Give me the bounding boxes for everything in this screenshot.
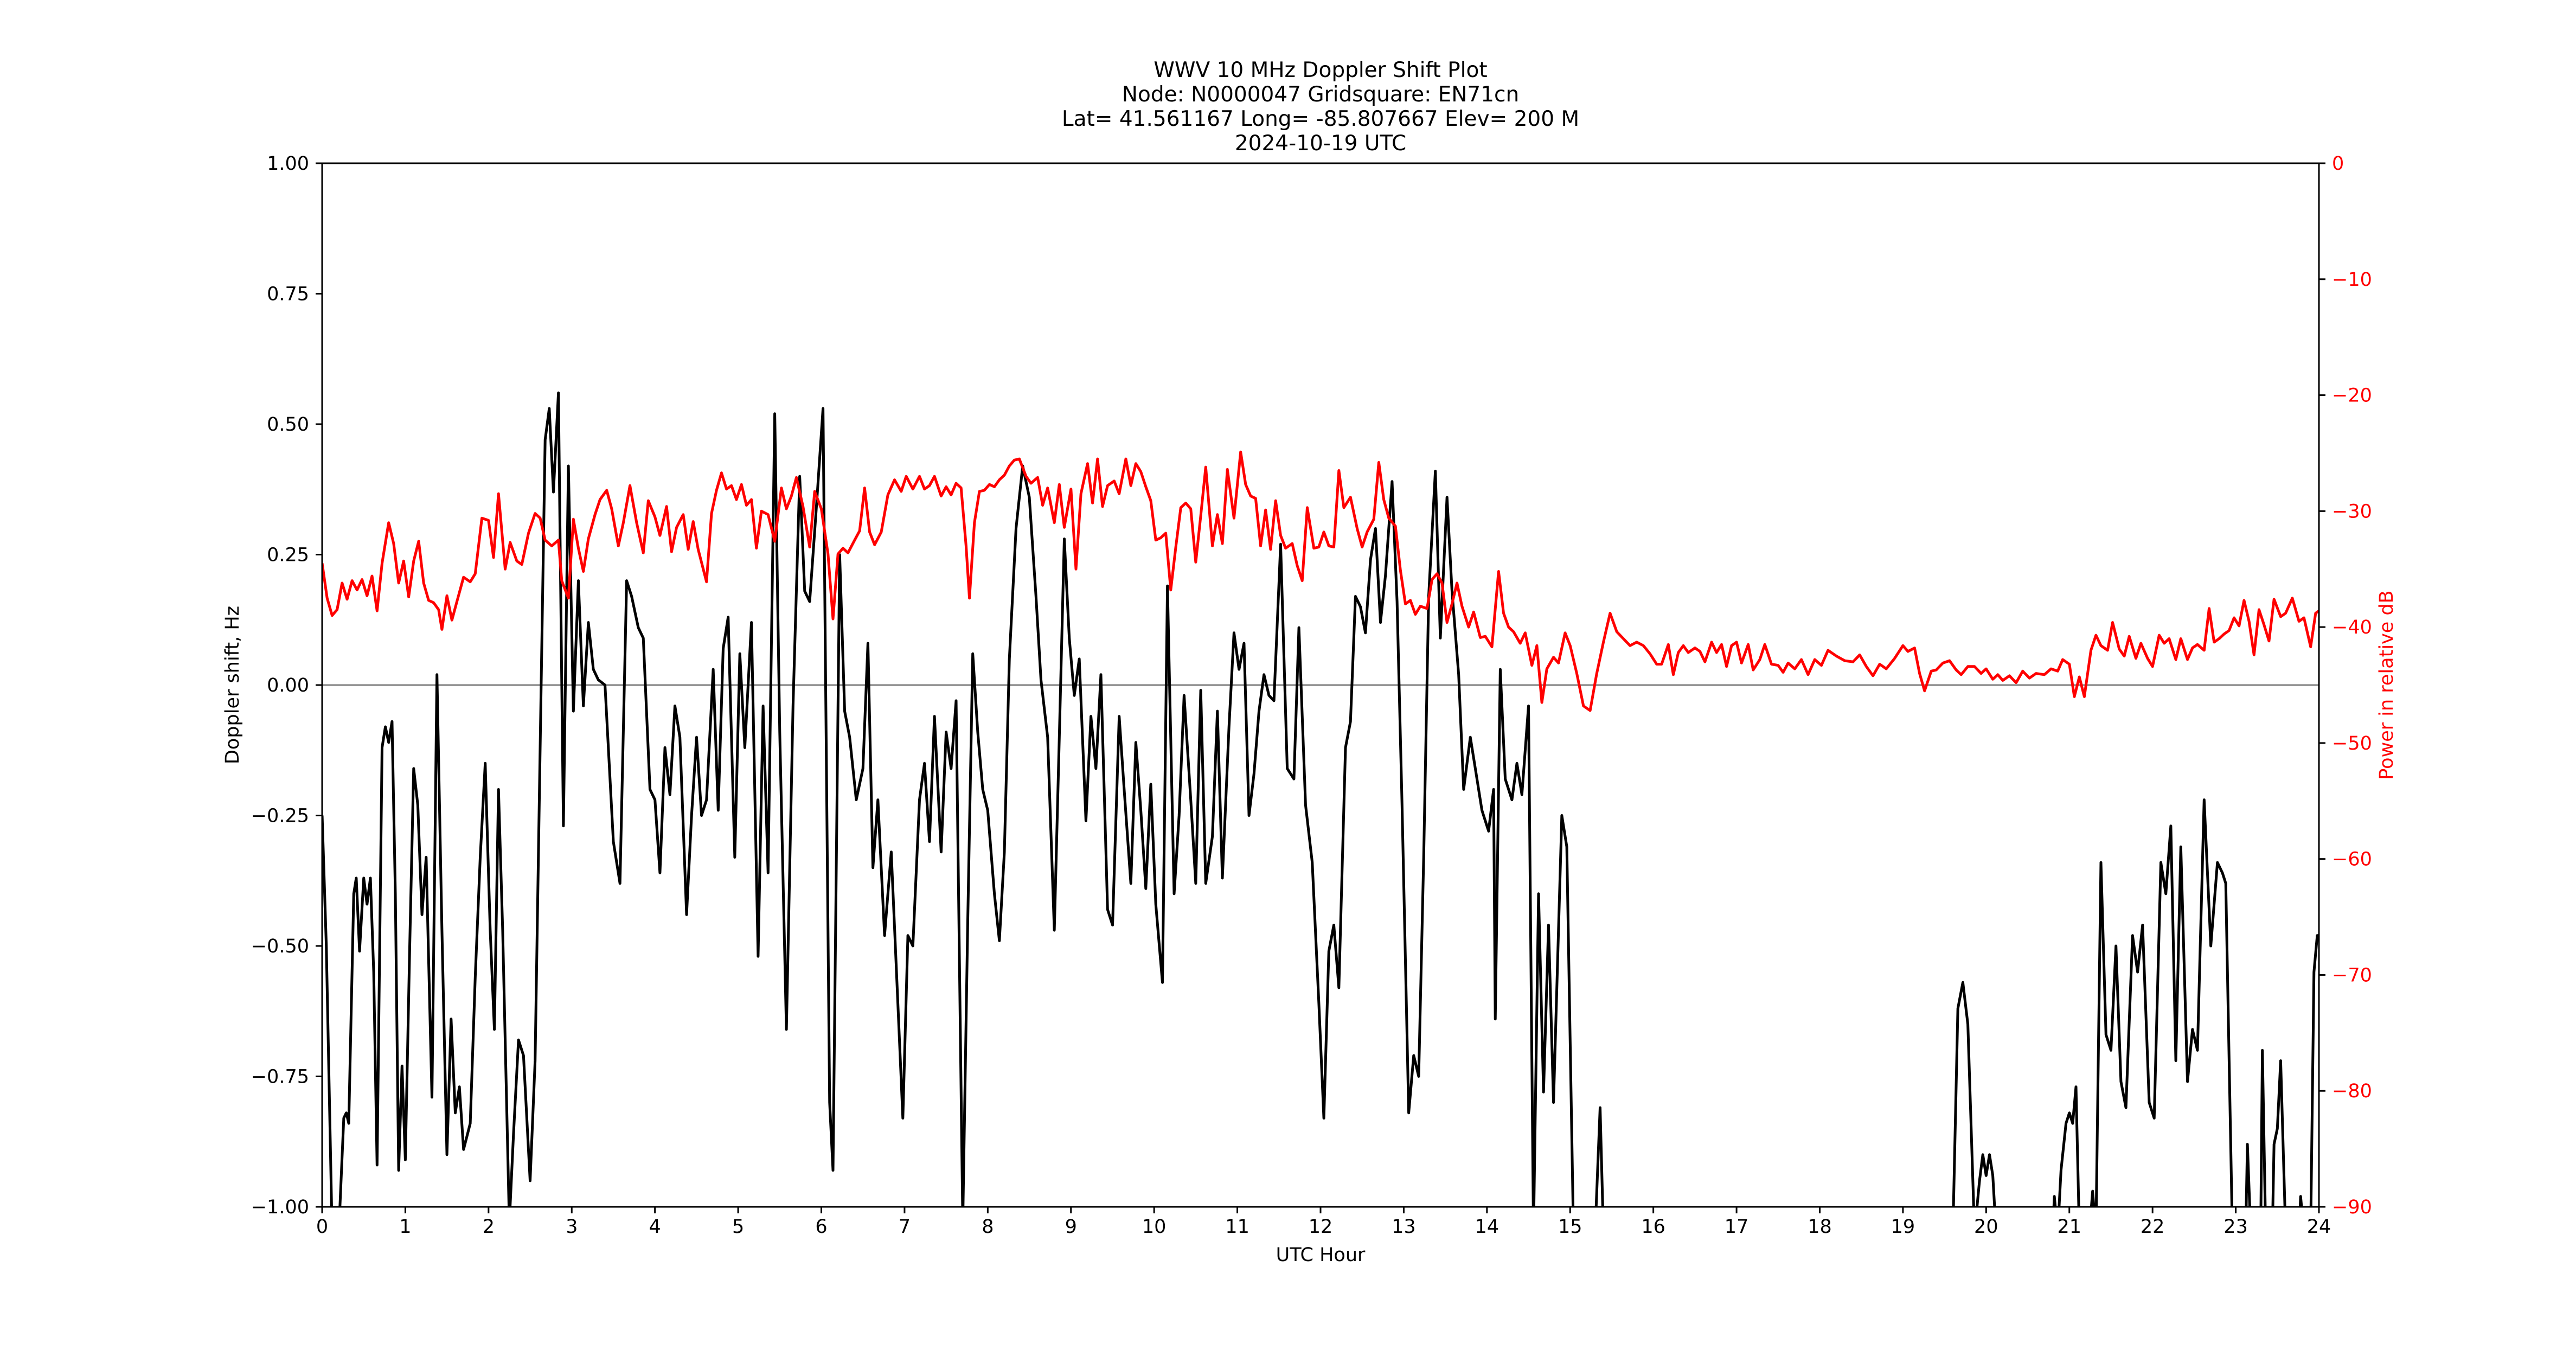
x-tick-label: 10 bbox=[1142, 1216, 1167, 1238]
title-line-1: WWV 10 MHz Doppler Shift Plot bbox=[1154, 58, 1487, 82]
x-tick-label: 23 bbox=[2223, 1216, 2248, 1238]
left-y-axis-ticks: 1.00 0.75 0.50 0.25 0.00 −0.25 −0.50 −0.75 −1.00 bbox=[251, 153, 322, 1218]
x-tick-label: 13 bbox=[1392, 1216, 1416, 1238]
y-right-tick-label: 0 bbox=[2332, 153, 2344, 175]
x-tick-label: 14 bbox=[1475, 1216, 1500, 1238]
y-right-tick-label: −40 bbox=[2332, 617, 2372, 638]
x-tick-label: 0 bbox=[316, 1216, 328, 1238]
right-y-axis-label: Power in relative dB bbox=[2376, 590, 2398, 779]
x-tick-label: 8 bbox=[982, 1216, 994, 1238]
x-tick-label: 16 bbox=[1641, 1216, 1665, 1238]
y-tick-label: 0.00 bbox=[267, 675, 309, 696]
x-tick-label: 18 bbox=[1808, 1216, 1832, 1238]
title-line-3: Lat= 41.561167 Long= -85.807667 Elev= 20… bbox=[1062, 107, 1579, 131]
y-tick-label: −1.00 bbox=[251, 1197, 309, 1218]
y-tick-label: −0.75 bbox=[251, 1066, 309, 1088]
x-tick-label: 9 bbox=[1065, 1216, 1077, 1238]
y-right-tick-label: −80 bbox=[2332, 1080, 2372, 1102]
power-db-trace bbox=[322, 450, 2319, 712]
y-tick-label: 0.75 bbox=[267, 284, 309, 305]
title-line-4: 2024-10-19 UTC bbox=[1235, 131, 1406, 156]
x-axis-ticks: 0 1 2 3 4 5 6 7 8 9 10 11 12 13 14 15 16 17 18 19 20 21 22 23 24 bbox=[316, 1207, 2331, 1238]
title-block: WWV 10 MHz Doppler Shift Plot Node: N000… bbox=[1062, 58, 1579, 156]
y-right-tick-label: −20 bbox=[2332, 385, 2372, 407]
y-tick-label: 1.00 bbox=[267, 153, 309, 175]
x-tick-label: 1 bbox=[399, 1216, 411, 1238]
doppler-shift-trace bbox=[322, 391, 2319, 1207]
y-right-tick-label: −50 bbox=[2332, 733, 2372, 754]
y-right-tick-label: −90 bbox=[2332, 1197, 2372, 1218]
right-y-axis-ticks: 0 −10 −20 −30 −40 −50 −60 −70 −80 −90 bbox=[2319, 153, 2372, 1218]
x-tick-label: 2 bbox=[483, 1216, 495, 1238]
x-tick-label: 24 bbox=[2307, 1216, 2331, 1238]
left-y-axis-label: Doppler shift, Hz bbox=[222, 606, 243, 764]
y-right-tick-label: −60 bbox=[2332, 849, 2372, 871]
y-tick-label: −0.25 bbox=[251, 805, 309, 827]
x-tick-label: 15 bbox=[1558, 1216, 1582, 1238]
x-tick-label: 11 bbox=[1225, 1216, 1249, 1238]
x-tick-label: 22 bbox=[2141, 1216, 2165, 1238]
y-right-tick-label: −70 bbox=[2332, 964, 2372, 986]
x-axis-label: UTC Hour bbox=[1276, 1244, 1366, 1266]
x-tick-label: 3 bbox=[566, 1216, 578, 1238]
x-tick-label: 5 bbox=[732, 1216, 744, 1238]
x-tick-label: 6 bbox=[815, 1216, 827, 1238]
title-line-2: Node: N0000047 Gridsquare: EN71cn bbox=[1122, 82, 1519, 107]
y-tick-label: −0.50 bbox=[251, 936, 309, 957]
x-tick-label: 19 bbox=[1891, 1216, 1915, 1238]
y-right-tick-label: −30 bbox=[2332, 501, 2372, 522]
y-tick-label: 0.50 bbox=[267, 414, 309, 436]
y-tick-label: 0.25 bbox=[267, 545, 309, 566]
y-right-tick-label: −10 bbox=[2332, 269, 2372, 291]
x-tick-label: 21 bbox=[2057, 1216, 2081, 1238]
x-tick-label: 20 bbox=[1974, 1216, 1998, 1238]
x-tick-label: 7 bbox=[899, 1216, 911, 1238]
x-tick-label: 17 bbox=[1725, 1216, 1749, 1238]
x-tick-label: 4 bbox=[649, 1216, 661, 1238]
x-tick-label: 12 bbox=[1309, 1216, 1333, 1238]
